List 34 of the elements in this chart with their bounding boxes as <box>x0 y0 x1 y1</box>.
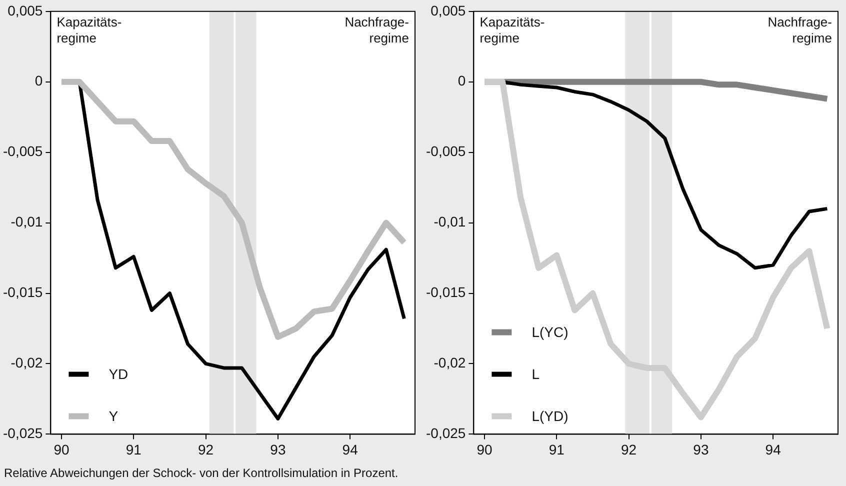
y-tick-label: -0,015 <box>426 284 466 300</box>
y-tick-label: 0,005 <box>430 2 466 18</box>
annotation: Nachfrage- regime <box>768 14 832 46</box>
y-tick-label: 0 <box>458 72 466 89</box>
annotation: Nachfrage- regime <box>344 14 409 46</box>
annotation: Kapazitäts- regime <box>480 14 545 46</box>
legend-label: YD <box>108 366 128 382</box>
x-tick-label: 94 <box>765 441 782 458</box>
y-tick-label: -0,005 <box>2 143 43 160</box>
y-tick-label: -0,005 <box>426 143 466 160</box>
x-tick-label: 91 <box>126 441 142 458</box>
legend-label: Y <box>108 408 119 424</box>
y-tick-label: -0,025 <box>2 425 43 442</box>
y-tick-label: -0,01 <box>10 214 43 230</box>
y-tick-label: -0,01 <box>434 214 466 230</box>
legend-label: L(YD) <box>532 408 568 424</box>
y-tick-label: -0,025 <box>426 425 466 442</box>
y-tick-label: -0,02 <box>434 354 466 371</box>
y-tick-label: 0,005 <box>8 2 43 18</box>
annotation: Kapazitäts- regime <box>56 14 122 46</box>
x-tick-label: 93 <box>693 441 709 458</box>
x-tick-label: 90 <box>54 441 70 458</box>
legend-label: L <box>532 366 540 382</box>
x-tick-label: 92 <box>198 441 214 458</box>
y-tick-label: 0 <box>34 72 43 89</box>
legend-label: L(YC) <box>532 324 568 340</box>
x-tick-label: 91 <box>548 441 565 458</box>
x-tick-label: 92 <box>621 441 637 458</box>
x-tick-label: 90 <box>476 441 493 458</box>
y-tick-label: -0,015 <box>2 284 43 300</box>
x-tick-label: 93 <box>270 441 286 458</box>
text: Relative Abweichungen der Schock- von der Kontrollsimulation in Prozent. <box>4 466 398 480</box>
x-tick-label: 94 <box>342 441 358 458</box>
y-tick-label: -0,02 <box>10 354 43 371</box>
